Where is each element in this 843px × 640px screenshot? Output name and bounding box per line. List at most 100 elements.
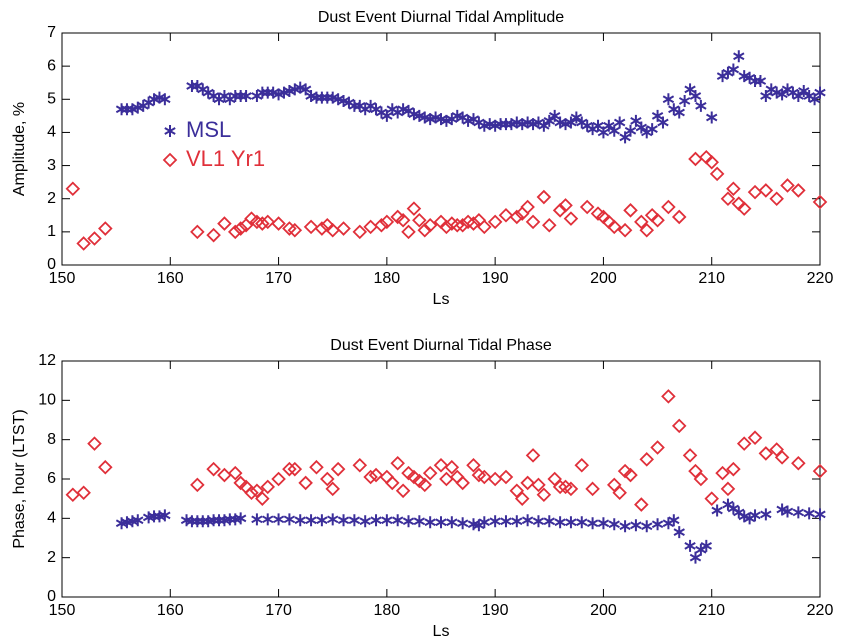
vl1-point [623,467,638,483]
vl1-point [422,465,438,481]
msl-point [435,516,447,529]
msl-point [624,124,637,137]
vl1-point [444,459,460,475]
vl1-point [682,448,698,463]
vl1-point [650,212,665,228]
legend-label: VL1 Yr1 [186,146,265,171]
msl-point [576,516,588,529]
vl1-point [449,217,465,233]
vl1-point [552,479,568,495]
vl1-point [65,181,81,197]
vl1-point [87,436,102,451]
chart-title: Dust Event Diurnal Tidal Phase [330,337,552,354]
vl1-point [791,455,806,471]
vl1-point [498,469,514,485]
vl1-point [812,463,828,479]
msl-point [424,516,436,529]
msl-point [251,513,263,526]
msl-point [603,119,615,132]
y-tick-label: 5 [47,91,56,108]
msl-point [814,508,826,521]
vl1-point [542,217,557,233]
vl1-point [574,457,590,473]
vl1-point [227,465,243,481]
msl-point [684,83,696,96]
vl1-point [547,471,562,487]
msl-point [543,515,555,528]
msl-point [337,514,350,527]
vl1-point [320,471,335,487]
msl-point [381,109,393,122]
vl1-point [65,487,81,503]
msl-point [689,551,702,564]
vl1-point [704,491,719,506]
vl1-point [330,461,346,477]
msl-point [657,116,669,129]
msl-point [359,515,371,528]
y-tick-label: 4 [47,510,56,527]
msl-point [294,514,306,527]
msl-point [619,520,631,533]
vl1-point [374,217,389,233]
msl-point [316,514,328,527]
vl1-point [76,485,91,501]
x-tick-label: 150 [49,270,76,287]
msl-point [646,123,658,136]
msl-point [673,526,685,539]
x-tick-label: 170 [265,602,292,619]
vl1-point [412,212,427,228]
msl-point [381,514,393,527]
vl1-point [688,151,703,167]
msl-point [597,126,610,139]
x-tick-label: 190 [482,270,509,287]
y-tick-label: 7 [47,24,56,41]
msl-point [597,517,610,530]
vl1-point [206,227,221,243]
vl1-point [720,481,736,497]
vl1-point [661,199,676,215]
vl1-point [287,461,303,477]
vl1-point [536,487,552,503]
vl1-point [747,430,763,445]
vl1-point [769,191,784,206]
vl1-point [634,497,649,512]
msl-point [592,119,604,132]
msl-point [543,114,555,127]
vl1-point [693,471,709,487]
x-tick-label: 160 [157,602,184,619]
vl1-point [563,211,579,226]
plot-frame [61,32,821,266]
msl-point [159,509,171,522]
msl-point [749,509,761,522]
msl-point [570,111,583,124]
vl1-point [812,194,828,210]
x-axis-label: Ls [433,623,450,640]
msl-point [678,94,691,107]
vl1-point [390,455,405,471]
y-tick-label: 6 [47,57,56,74]
vl1-point [720,191,736,206]
msl-point [608,518,620,531]
vl1-point [298,475,313,491]
y-tick-label: 2 [47,549,56,566]
vl1-point [514,491,530,506]
msl-point [635,121,648,134]
msl-point [814,86,826,99]
vl1-point [671,209,687,225]
vl1-point [736,436,752,451]
vl1-point [617,222,633,238]
x-tick-label: 190 [482,602,509,619]
vl1-point [520,475,535,491]
y-axis-label: Phase, hour (LTST) [11,409,28,548]
vl1-point [352,457,368,473]
vl1-point [704,154,719,170]
msl-point [532,515,545,528]
msl-point [684,539,696,552]
vl1-point [287,222,303,238]
msl-point [521,514,534,527]
vl1-point [255,216,270,231]
vl1-point [606,477,622,493]
vl1-point [466,457,481,473]
x-tick-label: 150 [49,602,76,619]
